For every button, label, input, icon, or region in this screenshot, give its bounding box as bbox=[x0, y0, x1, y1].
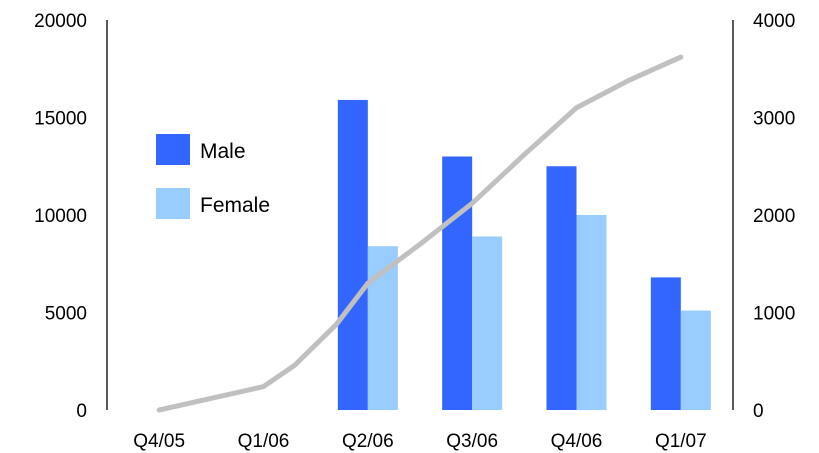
left-y-tick-label: 10000 bbox=[34, 206, 87, 227]
bar-female-Q1-07 bbox=[680, 310, 711, 410]
x-tick-label: Q3/06 bbox=[446, 431, 498, 452]
legend: Male Female bbox=[156, 134, 270, 219]
right-y-tick-label: 1000 bbox=[753, 304, 795, 325]
left-y-tick-label: 0 bbox=[76, 401, 87, 422]
x-tick-label: Q2/06 bbox=[342, 431, 394, 452]
bar-marks bbox=[337, 99, 711, 410]
right-y-tick-label: 3000 bbox=[753, 109, 795, 130]
bar-male-Q3-06 bbox=[442, 156, 473, 410]
bar-male-Q2-06 bbox=[337, 99, 368, 410]
right-y-tick-label: 2000 bbox=[753, 206, 795, 227]
right-y-tick-label: 0 bbox=[753, 401, 764, 422]
legend-swatch-male bbox=[156, 134, 190, 165]
x-tick-labels: Q4/05 Q1/06 Q2/06 Q3/06 Q4/06 Q1/07 bbox=[133, 431, 706, 452]
bar-female-Q4-06 bbox=[576, 215, 607, 410]
line-series-0 bbox=[156, 54, 684, 413]
legend-label-male: Male bbox=[200, 140, 246, 163]
bar-female-Q3-06 bbox=[472, 236, 503, 410]
x-tick-label: Q4/05 bbox=[133, 431, 185, 452]
left-y-tick-label: 5000 bbox=[45, 304, 87, 325]
legend-swatch-female bbox=[156, 188, 190, 219]
left-y-tick-label: 15000 bbox=[34, 109, 87, 130]
right-y-tick-label: 4000 bbox=[753, 11, 795, 32]
x-tick-label: Q1/06 bbox=[238, 431, 290, 452]
legend-label-female: Female bbox=[200, 194, 270, 217]
left-y-tick-label: 20000 bbox=[34, 11, 87, 32]
line-marks bbox=[156, 54, 684, 413]
x-tick-label: Q1/07 bbox=[655, 431, 707, 452]
bar-male-Q1-07 bbox=[650, 277, 681, 410]
left-y-tick-labels: 0 5000 10000 15000 20000 bbox=[34, 11, 87, 422]
right-y-tick-labels: 0 1000 2000 3000 4000 bbox=[753, 11, 795, 422]
bar-male-Q4-06 bbox=[546, 166, 577, 410]
x-tick-label: Q4/06 bbox=[551, 431, 603, 452]
